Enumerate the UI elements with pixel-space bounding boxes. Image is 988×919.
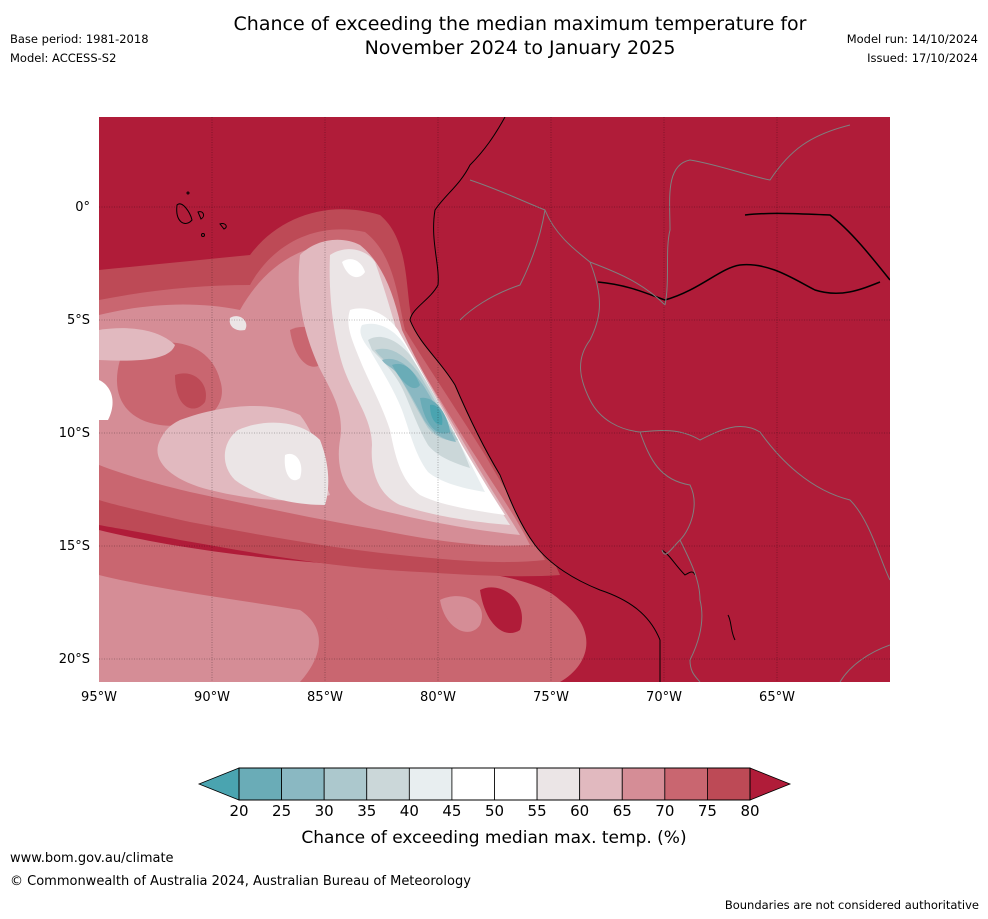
southern-ocean-anomaly	[99, 530, 587, 682]
colorbar-cell	[323, 767, 368, 801]
footer-url: www.bom.gov.au/climate	[10, 851, 174, 866]
colorbar-tick-label: 30	[315, 802, 334, 820]
meta-left: Base period: 1981-2018 Model: ACCESS-S2	[10, 30, 149, 68]
colorbar-cell	[408, 767, 453, 801]
colorbar-cell	[451, 767, 495, 801]
colorbar-cell	[238, 767, 282, 801]
base-period: Base period: 1981-2018	[10, 32, 149, 46]
model-name: Model: ACCESS-S2	[10, 51, 117, 65]
colorbar-cell	[281, 767, 325, 801]
colorbar: 20 25 30 35 40 45 50 55 60 65 70 75 80 Chance of exc…	[197, 767, 792, 848]
land-area	[410, 117, 890, 682]
lat-label-0: 0°	[75, 200, 90, 215]
colorbar-tick-label: 35	[357, 802, 376, 820]
colorbar-tick-label: 55	[528, 802, 547, 820]
lat-label-5s: 5°S	[67, 313, 90, 328]
lon-label-80w: 80°W	[420, 690, 456, 705]
colorbar-cell	[536, 767, 581, 801]
lake-titicaca	[661, 549, 696, 576]
colorbar-tick-label: 50	[485, 802, 504, 820]
colorbar-low-extension	[197, 767, 240, 801]
chart-title: Chance of exceeding the median maximum t…	[170, 12, 870, 60]
lon-label-75w: 75°W	[533, 690, 569, 705]
colorbar-cell	[664, 767, 708, 801]
latitude-labels: 0° 5°S 10°S 15°S 20°S	[59, 200, 90, 667]
colorbar-label: Chance of exceeding median max. temp. (%…	[301, 828, 686, 848]
graticule	[99, 117, 890, 682]
meta-right: Model run: 14/10/2024 Issued: 17/10/2024	[847, 30, 978, 68]
lake-poopo	[727, 614, 736, 641]
model-run: Model run: 14/10/2024	[846, 32, 978, 46]
lat-label-20s: 20°S	[59, 652, 90, 667]
country-borders	[459, 124, 890, 682]
colorbar-tick-label: 70	[655, 802, 674, 820]
colorbar-frame	[238, 767, 751, 801]
footer-note: Boundaries are not considered authoritat…	[724, 898, 979, 912]
galapagos-islands	[176, 191, 227, 237]
lat-label-15s: 15°S	[59, 539, 90, 554]
coastal-anomaly-plume	[99, 209, 560, 577]
longitude-labels: 95°W 90°W 85°W 80°W 75°W 70°W 65°W	[81, 690, 795, 705]
lon-label-65w: 65°W	[759, 690, 795, 705]
lon-label-85w: 85°W	[307, 690, 343, 705]
colorbar-cell	[366, 767, 410, 801]
colorbar-tick-label: 25	[272, 802, 291, 820]
colorbar-tick-label: 75	[698, 802, 717, 820]
lat-label-10s: 10°S	[59, 426, 90, 441]
coastline	[409, 117, 661, 682]
colorbar-tick-label: 20	[229, 802, 248, 820]
colorbar-cell	[707, 767, 751, 801]
issued-date: Issued: 17/10/2024	[867, 51, 978, 65]
lon-label-90w: 90°W	[194, 690, 230, 705]
colorbar-cell	[579, 767, 623, 801]
amazon-river	[597, 212, 890, 301]
title-line-1: Chance of exceeding the median maximum t…	[233, 13, 807, 35]
footer-copyright: © Commonwealth of Australia 2024, Austra…	[10, 874, 471, 889]
colorbar-tick-label: 45	[442, 802, 461, 820]
lon-label-70w: 70°W	[646, 690, 682, 705]
colorbar-cell	[494, 767, 538, 801]
colorbar-tick-label: 65	[613, 802, 632, 820]
colorbar-high-extension	[749, 767, 792, 801]
colorbar-tick-label: 40	[400, 802, 419, 820]
map-area	[99, 117, 890, 682]
colorbar-tick-label: 60	[570, 802, 589, 820]
colorbar-cell	[621, 767, 666, 801]
title-line-2: November 2024 to January 2025	[364, 37, 676, 59]
lon-label-95w: 95°W	[81, 690, 117, 705]
colorbar-tick-label: 80	[740, 802, 759, 820]
